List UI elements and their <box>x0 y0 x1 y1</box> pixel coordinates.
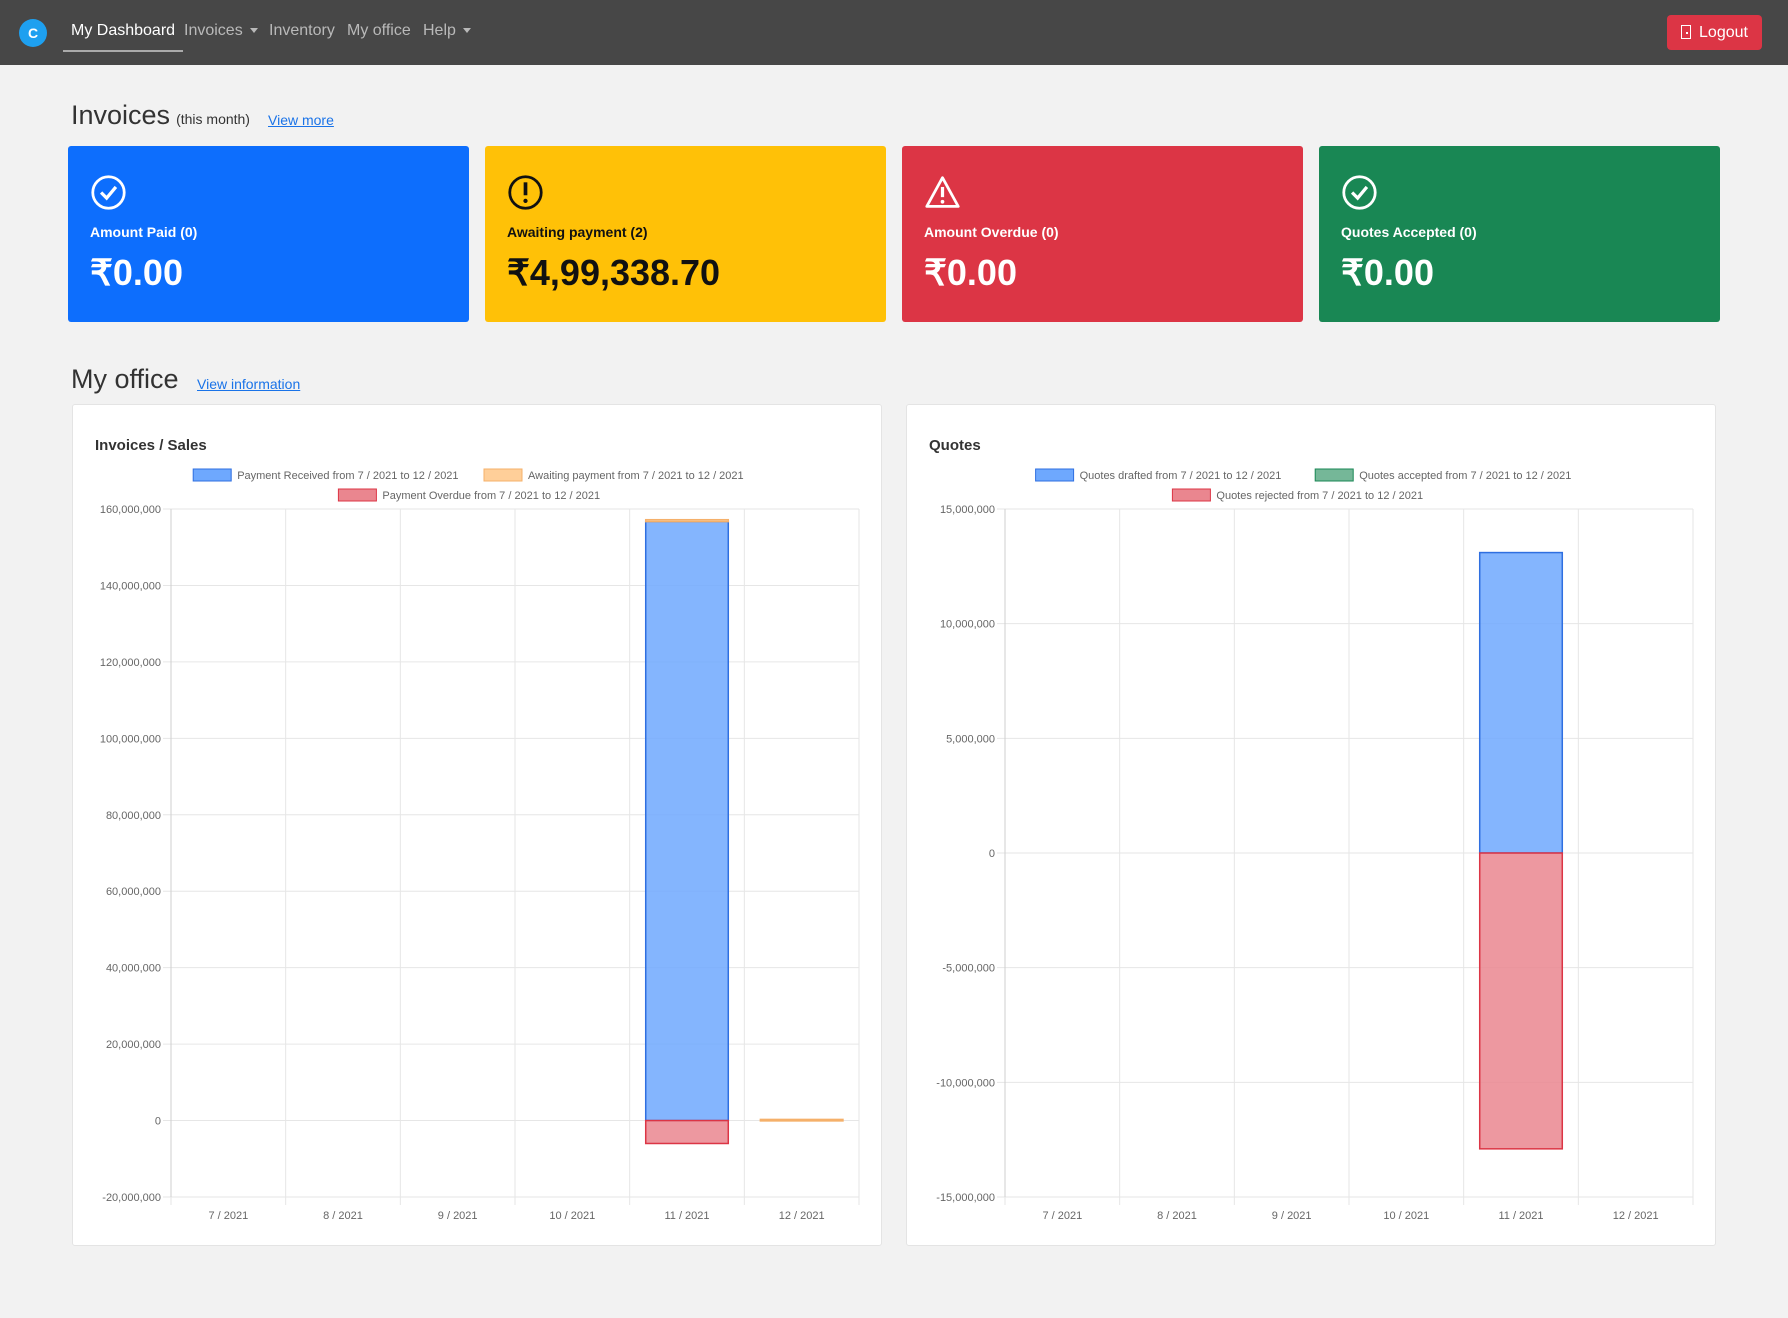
nav-my-office[interactable]: My office <box>347 22 411 39</box>
legend-swatch <box>1035 468 1075 482</box>
card-label: Amount Paid (0) <box>90 224 198 240</box>
card-value: ₹0.00 <box>924 252 1017 293</box>
check-circle-icon <box>1342 175 1377 210</box>
nav-help-label: Help <box>423 22 456 39</box>
legend-swatch <box>1171 488 1211 502</box>
x-tick-label: 10 / 2021 <box>1383 1210 1429 1222</box>
invoices-sales-chart-panel: Invoices / Sales Payment Received from 7… <box>72 404 882 1246</box>
x-tick-label: 10 / 2021 <box>549 1210 595 1222</box>
y-tick-label: 5,000,000 <box>946 733 995 745</box>
amount-overdue-card[interactable]: Amount Overdue (0) ₹0.00 <box>902 146 1303 322</box>
nav-help[interactable]: Help <box>423 22 471 40</box>
legend-label: Quotes accepted from 7 / 2021 to 12 / 20… <box>1359 470 1571 482</box>
chevron-down-icon <box>249 28 258 34</box>
legend-swatch <box>1314 468 1354 482</box>
chart-title: Quotes <box>929 437 981 454</box>
quotes-accepted-card[interactable]: Quotes Accepted (0) ₹0.00 <box>1319 146 1720 322</box>
invoices-heading: Invoices (this month) <box>71 100 250 131</box>
legend-swatch <box>337 488 377 502</box>
view-more-link[interactable]: View more <box>268 112 334 128</box>
x-tick-label: 8 / 2021 <box>323 1210 363 1222</box>
legend-label: Quotes drafted from 7 / 2021 to 12 / 202… <box>1080 470 1282 482</box>
card-label: Quotes Accepted (0) <box>1341 224 1477 240</box>
chevron-down-icon <box>462 28 471 34</box>
legend-label: Payment Overdue from 7 / 2021 to 12 / 20… <box>382 490 600 502</box>
x-tick-label: 12 / 2021 <box>779 1210 825 1222</box>
x-tick-label: 7 / 2021 <box>208 1210 248 1222</box>
amount-paid-card[interactable]: Amount Paid (0) ₹0.00 <box>68 146 469 322</box>
bar-quotes-rejected <box>1478 852 1564 1150</box>
y-tick-label: -15,000,000 <box>936 1192 995 1204</box>
logout-button[interactable]: Logout <box>1667 15 1762 50</box>
y-tick-label: 140,000,000 <box>100 580 161 592</box>
warning-triangle-icon <box>925 176 960 208</box>
bar-awaiting-payment <box>759 1118 844 1122</box>
bar-quotes-drafted <box>1478 551 1564 854</box>
exclamation-circle-icon <box>508 175 543 210</box>
x-tick-label: 11 / 2021 <box>1498 1210 1543 1222</box>
bar-payment-received <box>644 520 730 1122</box>
nav-invoices[interactable]: Invoices <box>184 22 258 40</box>
y-tick-label: 15,000,000 <box>940 504 995 516</box>
x-tick-label: 7 / 2021 <box>1042 1210 1082 1222</box>
card-value: ₹0.00 <box>1341 252 1434 293</box>
bar-awaiting-payment <box>644 518 730 523</box>
y-tick-label: 160,000,000 <box>100 504 161 516</box>
card-label: Awaiting payment (2) <box>507 224 648 240</box>
x-tick-label: 11 / 2021 <box>664 1210 709 1222</box>
x-tick-label: 8 / 2021 <box>1157 1210 1197 1222</box>
app-logo[interactable]: C <box>19 19 47 47</box>
legend-label: Payment Received from 7 / 2021 to 12 / 2… <box>237 470 458 482</box>
bar-payment-overdue <box>644 1119 730 1145</box>
chart-title: Invoices / Sales <box>95 437 207 454</box>
y-tick-label: -10,000,000 <box>936 1077 995 1089</box>
card-label: Amount Overdue (0) <box>924 224 1059 240</box>
legend-label: Quotes rejected from 7 / 2021 to 12 / 20… <box>1216 490 1423 502</box>
awaiting-payment-card[interactable]: Awaiting payment (2) ₹4,99,338.70 <box>485 146 886 322</box>
logout-label: Logout <box>1699 24 1748 41</box>
top-navbar: C My Dashboard Invoices Inventory My off… <box>0 0 1788 65</box>
y-tick-label: 0 <box>989 848 995 860</box>
y-tick-label: -20,000,000 <box>102 1192 161 1204</box>
y-tick-label: 20,000,000 <box>106 1039 161 1051</box>
quotes-chart-panel: Quotes Quotes drafted from 7 / 2021 to 1… <box>906 404 1716 1246</box>
legend-swatch <box>192 468 232 482</box>
y-tick-label: -5,000,000 <box>942 963 995 975</box>
check-circle-icon <box>91 175 126 210</box>
card-value: ₹0.00 <box>90 252 183 293</box>
y-tick-label: 40,000,000 <box>106 963 161 975</box>
x-tick-label: 9 / 2021 <box>1272 1210 1312 1222</box>
invoices-subtitle: (this month) <box>176 111 250 127</box>
y-tick-label: 10,000,000 <box>940 619 995 631</box>
card-value: ₹4,99,338.70 <box>507 252 721 293</box>
invoices-sales-chart: Payment Received from 7 / 2021 to 12 / 2… <box>100 468 860 1222</box>
view-information-link[interactable]: View information <box>197 376 301 392</box>
nav-inventory[interactable]: Inventory <box>269 22 335 39</box>
nav-my-dashboard[interactable]: My Dashboard <box>62 22 184 52</box>
door-icon <box>1681 25 1692 39</box>
invoices-title: Invoices <box>71 100 171 130</box>
y-tick-label: 80,000,000 <box>106 810 161 822</box>
my-office-heading: My office <box>71 364 179 394</box>
y-tick-label: 60,000,000 <box>106 886 161 898</box>
x-tick-label: 9 / 2021 <box>438 1210 478 1222</box>
y-tick-label: 120,000,000 <box>100 657 161 669</box>
y-tick-label: 100,000,000 <box>100 733 161 745</box>
y-tick-label: 0 <box>155 1116 161 1128</box>
quotes-chart: Quotes drafted from 7 / 2021 to 12 / 202… <box>936 468 1694 1222</box>
nav-invoices-label: Invoices <box>184 22 243 39</box>
legend-label: Awaiting payment from 7 / 2021 to 12 / 2… <box>528 470 744 482</box>
x-tick-label: 12 / 2021 <box>1613 1210 1659 1222</box>
legend-swatch <box>483 468 523 482</box>
